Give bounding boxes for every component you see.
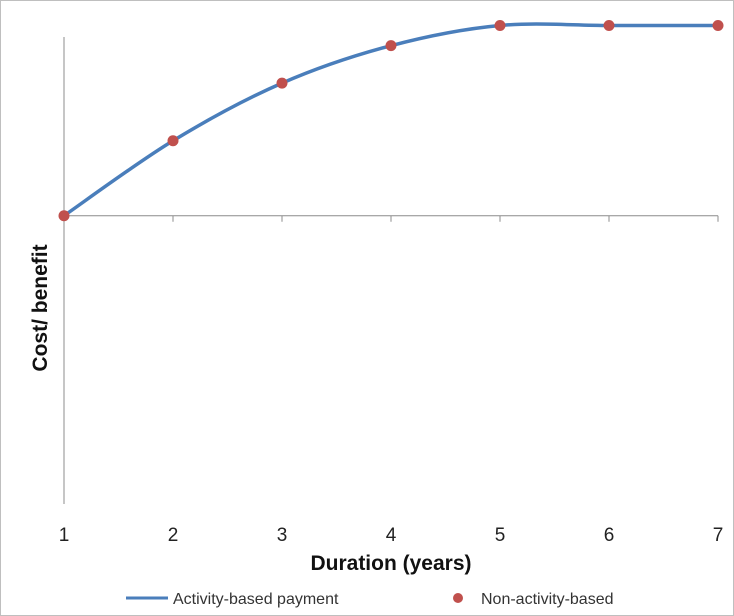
series-line-group: [63, 22, 718, 218]
x-tick-label: 4: [386, 525, 397, 546]
x-axis-title: Duration (years): [310, 552, 471, 575]
x-tick-label: 3: [277, 525, 288, 546]
y-axis-title: Cost/ benefit: [29, 244, 52, 371]
legend-swatch-marker: [453, 593, 463, 603]
legend-label-non-activity: Non-activity-based: [481, 591, 614, 608]
x-tick-label: 6: [604, 525, 615, 546]
x-tick-labels: 1 2 3 4 5 6 7: [59, 525, 724, 546]
axes: [63, 37, 719, 504]
series-marker-group: [58, 19, 724, 222]
data-point-non-activity: [167, 135, 179, 147]
data-point-non-activity: [603, 19, 615, 31]
data-point-non-activity: [712, 19, 724, 31]
x-tick-label: 1: [59, 525, 70, 546]
x-tick-label: 5: [495, 525, 506, 546]
data-point-non-activity: [58, 210, 70, 222]
legend-label-activity: Activity-based payment: [173, 591, 339, 608]
x-tick-label: 2: [168, 525, 179, 546]
data-point-non-activity: [276, 77, 288, 89]
x-tick-label: 7: [713, 525, 724, 546]
series-line-activity-based: [63, 22, 718, 218]
data-point-non-activity: [385, 40, 397, 52]
legend: Activity-based payment Non-activity-base…: [126, 591, 614, 608]
data-point-non-activity: [494, 19, 506, 31]
